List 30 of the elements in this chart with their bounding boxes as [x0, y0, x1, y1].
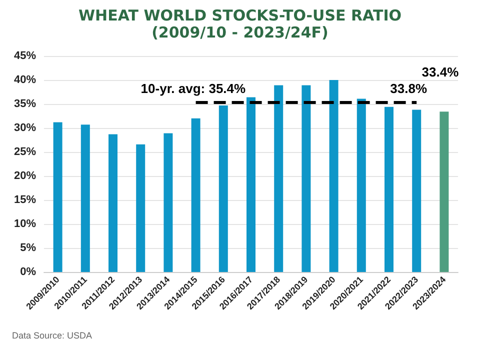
y-tick-label: 15% [14, 194, 36, 206]
bar [356, 98, 366, 272]
bar [80, 124, 90, 272]
y-tick-label: 20% [14, 170, 36, 182]
y-tick-label: 10% [14, 218, 36, 230]
y-tick-label: 35% [14, 98, 36, 110]
y-tick-label: 25% [14, 146, 36, 158]
y-tick-label: 0% [20, 266, 36, 278]
data-label: 33.8% [390, 80, 428, 96]
y-tick-label: 45% [14, 50, 36, 62]
bar [218, 105, 228, 272]
bar [246, 97, 256, 272]
bar [108, 134, 118, 272]
bar [274, 85, 284, 272]
y-tick-label: 30% [14, 122, 36, 134]
bar [440, 112, 449, 272]
ref-line-label: 10-yr. avg: 35.4% [140, 81, 246, 96]
bar [302, 85, 311, 272]
data-label: 33.4% [422, 64, 460, 80]
y-tick-label: 5% [20, 242, 36, 254]
bar [191, 118, 200, 272]
source-note: Data Source: USDA [12, 330, 92, 340]
bar [136, 144, 146, 272]
bar [412, 110, 422, 272]
bar [164, 133, 173, 272]
chart-title: WHEAT WORLD STOCKS-TO-USE RATIO (2009/10 - 2023/24F) [78, 6, 402, 42]
y-tick-label: 40% [14, 74, 36, 86]
bar [329, 80, 338, 272]
bar [384, 106, 394, 272]
bar [53, 122, 62, 272]
